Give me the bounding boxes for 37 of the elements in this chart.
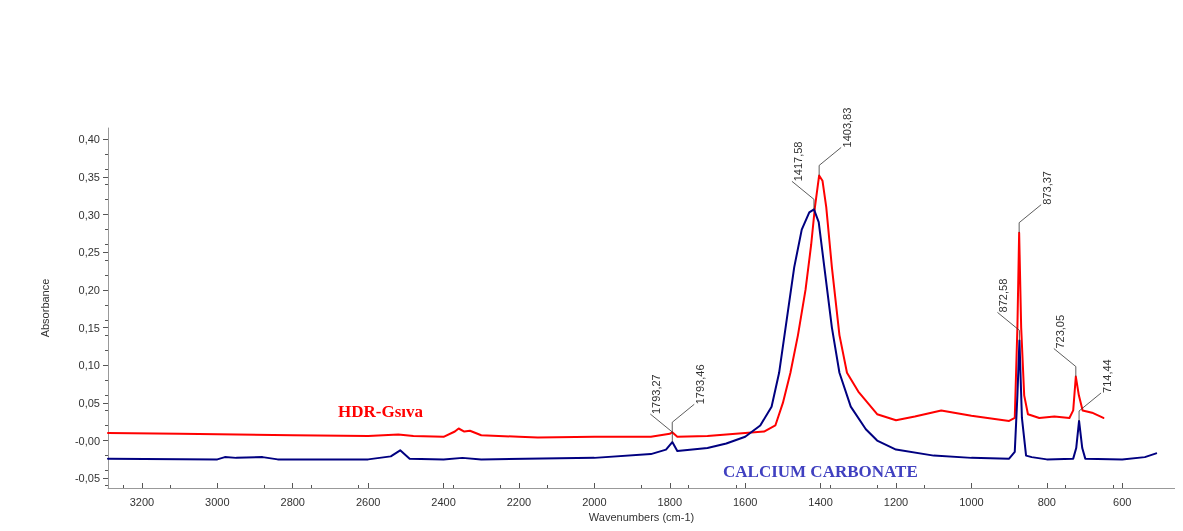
annotation: 1417,58 xyxy=(791,141,804,182)
x-tick-label: 2400 xyxy=(431,495,456,508)
annotation: 1403,83 xyxy=(841,107,854,148)
y-tick-label: 0,20 xyxy=(78,283,100,296)
x-tick-label: 2200 xyxy=(506,495,532,508)
y-tick-label: 0,25 xyxy=(78,246,100,259)
annotation: 873,37 xyxy=(1041,171,1054,205)
x-axis-title: Wavenumbers (cm-1) xyxy=(588,511,695,524)
y-tick-label: -0,05 xyxy=(74,472,100,485)
x-tick-label: 1000 xyxy=(959,495,984,508)
x-tick-label: 2800 xyxy=(280,495,305,508)
series-label: HDR-Gsıva xyxy=(338,402,424,421)
x-tick-label: 1400 xyxy=(808,495,833,508)
y-tick-label: 0,15 xyxy=(78,321,100,334)
series-label: CALCIUM CARBONATE xyxy=(723,462,918,481)
x-tick-label: 1600 xyxy=(732,495,758,508)
line-series xyxy=(107,208,1158,461)
x-tick-label: 2000 xyxy=(582,495,607,508)
annotation: 872,58 xyxy=(997,278,1010,313)
x-tick-label: 2600 xyxy=(355,495,381,508)
x-tick-label: 3200 xyxy=(129,495,155,508)
x-tick-label: 600 xyxy=(1113,495,1132,508)
y-tick-label: 0,05 xyxy=(78,396,100,409)
annotation: 1793,27 xyxy=(650,374,663,415)
x-tick-label: 800 xyxy=(1037,495,1056,508)
annotation: 723,05 xyxy=(1053,314,1066,349)
x-tick-label: 3000 xyxy=(205,495,230,508)
annotation: 1793,46 xyxy=(694,364,707,405)
annotation: 714,44 xyxy=(1101,359,1114,393)
y-tick-label: 0,30 xyxy=(78,208,100,221)
y-tick-label: 0,35 xyxy=(78,170,100,183)
x-tick-label: 1800 xyxy=(657,495,683,508)
y-axis-title: Absorbance xyxy=(38,278,51,338)
y-tick-label: -0,00 xyxy=(74,434,100,447)
x-tick-label: 1200 xyxy=(883,495,909,508)
y-tick-label: 0,10 xyxy=(78,359,100,372)
y-tick-label: 0,40 xyxy=(78,133,100,146)
